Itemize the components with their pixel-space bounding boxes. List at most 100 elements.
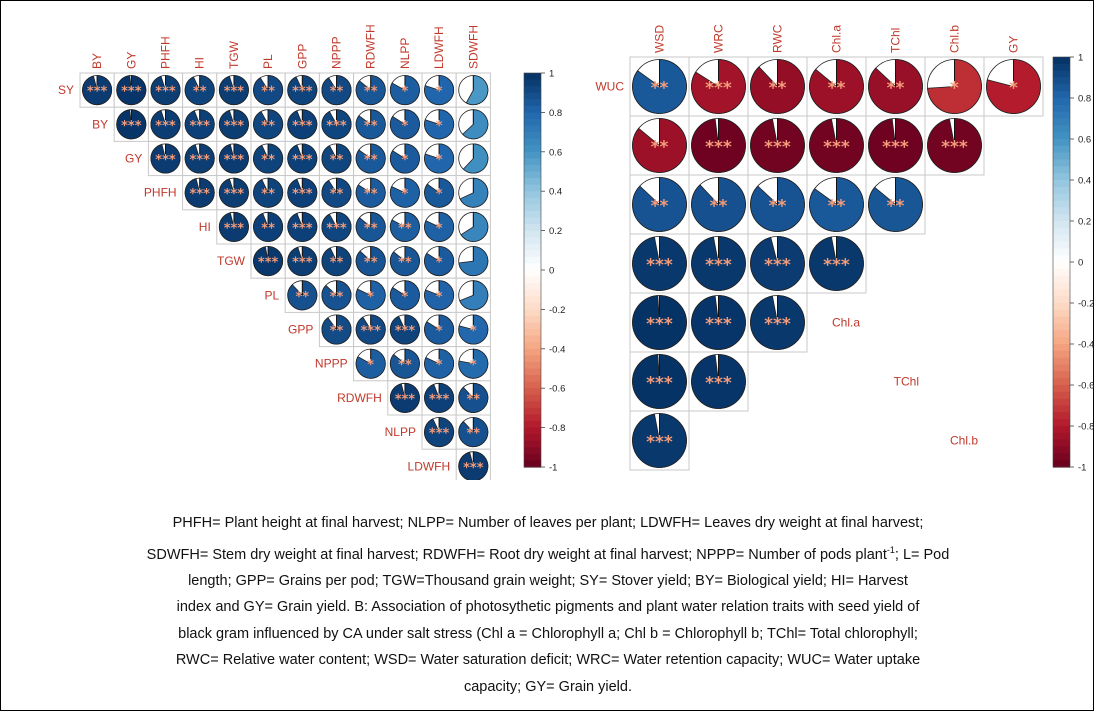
significance-stars: ** [261, 187, 275, 202]
pie-fill [458, 348, 489, 379]
significance-stars: *** [224, 221, 245, 236]
significance-stars: *** [395, 324, 416, 339]
significance-stars: *** [705, 138, 732, 158]
significance-stars: *** [429, 427, 450, 442]
colorbar-segment [524, 434, 541, 442]
colorbar-segment [524, 401, 541, 409]
colorbar-segment [1053, 446, 1070, 454]
colorbar-segment [524, 276, 541, 284]
colorbar-segment [1053, 398, 1070, 407]
figure-caption: PHFH= Plant height at final harvest; NLP… [0, 510, 1096, 700]
significance-stars: *** [224, 119, 245, 134]
colorbar-tick-label: 0.6 [549, 147, 562, 158]
significance-stars: *** [764, 315, 791, 335]
pie-fill [389, 246, 420, 277]
column-label: WRC [712, 24, 726, 53]
colorbar-segment [524, 361, 541, 370]
significance-stars: *** [882, 138, 909, 158]
significance-stars: *** [705, 374, 732, 394]
colorbar-segment [524, 453, 541, 462]
significance-stars: *** [395, 392, 416, 407]
colorbar-tick-label: -1 [549, 463, 557, 474]
colorbar-tick-label: 0.8 [1078, 94, 1091, 105]
significance-stars: *** [646, 315, 673, 335]
significance-stars: * [470, 358, 477, 373]
significance-stars: ** [261, 221, 275, 236]
significance-stars: *** [224, 187, 245, 202]
significance-stars: ** [828, 79, 846, 99]
pie-fill [253, 143, 284, 174]
panel-a-correlogram: BY GY PHFH HI TGW PL GPP NPPP RDWFH NLPP LDWFH SDWF… [58, 24, 565, 480]
significance-stars: ** [330, 324, 344, 339]
superscript: -1 [886, 544, 895, 555]
significance-stars: * [436, 324, 443, 339]
significance-stars: * [470, 324, 477, 339]
pie-fill [460, 211, 489, 242]
significance-stars: *** [326, 221, 347, 236]
colorbar-segment [524, 197, 541, 205]
colorbar-segment [1053, 323, 1070, 331]
significance-stars: *** [326, 119, 347, 134]
colorbar-segment [524, 164, 541, 173]
significance-stars: *** [155, 153, 176, 168]
row-label: PHFH [144, 186, 177, 200]
colorbar-segment [524, 414, 541, 422]
colorbar-segment [1053, 77, 1070, 85]
significance-stars: ** [769, 197, 787, 217]
row-label: Chl.b [950, 434, 978, 448]
caption-line: SDWFH= Stem dry weight at final harvest;… [146, 544, 950, 563]
colorbar-segment [524, 145, 541, 153]
colorbar-segment [524, 151, 541, 159]
colorbar-segment [524, 335, 541, 343]
significance-stars: ** [466, 427, 480, 442]
colorbar-tick-label: 1 [549, 69, 554, 80]
row-label: SY [58, 83, 74, 97]
colorbar-segment [524, 105, 541, 113]
colorbar-segment [524, 381, 541, 389]
row-label: GPP [288, 323, 313, 337]
significance-stars: ** [261, 153, 275, 168]
significance-stars: *** [705, 256, 732, 276]
colorbar-segment [524, 125, 541, 133]
significance-stars: *** [189, 119, 210, 134]
colorbar-segment [1053, 296, 1070, 304]
significance-stars: * [401, 119, 408, 134]
colorbar-segment [1053, 241, 1070, 249]
colorbar-tick-label: 0.2 [1078, 217, 1091, 228]
colorbar-segment [524, 329, 541, 337]
column-label: PL [261, 54, 275, 69]
colorbar-segment [524, 348, 541, 356]
significance-stars: *** [463, 461, 484, 476]
row-label: HI [199, 220, 211, 234]
significance-stars: *** [292, 119, 313, 134]
colorbar-segment [524, 256, 541, 265]
colorbar-tick-label: -0.2 [1078, 299, 1094, 310]
significance-stars: ** [398, 256, 412, 271]
significance-stars: ** [398, 358, 412, 373]
colorbar-segment [524, 421, 541, 429]
significance-stars: * [436, 358, 443, 373]
pie-fill [355, 75, 386, 106]
significance-stars: *** [705, 79, 732, 99]
row-label: TChl [894, 375, 919, 389]
colorbar-segment [1053, 111, 1070, 120]
significance-stars: ** [651, 138, 669, 158]
caption-line: black gram influenced by CA under salt s… [178, 625, 918, 642]
colorbar-segment [524, 342, 541, 350]
pie-fill [462, 109, 489, 140]
colorbar-tick-label: 0.4 [1078, 176, 1091, 187]
colorbar-tick-label: 0 [1078, 258, 1083, 269]
column-label: Chl.b [948, 25, 962, 53]
colorbar-segment [524, 171, 541, 179]
colorbar-segment [524, 322, 541, 330]
colorbar-tick-label: -0.4 [549, 344, 565, 355]
colorbar-segment [524, 270, 541, 278]
significance-stars: *** [292, 221, 313, 236]
significance-stars: * [401, 290, 408, 305]
colorbar-tick-label: -1 [1078, 463, 1086, 474]
significance-stars: ** [466, 392, 480, 407]
row-label: NLPP [385, 425, 416, 439]
colorbar-segment [1053, 255, 1070, 263]
pie-fill [355, 280, 386, 311]
significance-stars: *** [705, 315, 732, 335]
